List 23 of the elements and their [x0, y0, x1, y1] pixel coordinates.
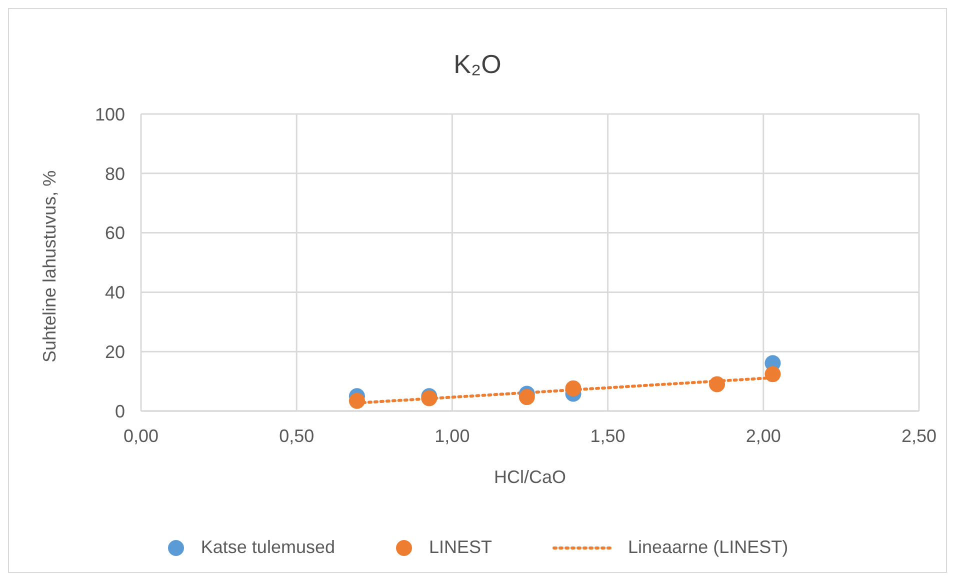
- x-axis-title: HCl/CaO: [494, 467, 566, 487]
- y-axis-title: Suhteline lahustuvus, %: [39, 170, 60, 362]
- x-tick-label: 0,00: [123, 426, 159, 446]
- legend-label: Katse tulemused: [200, 537, 335, 558]
- point: [565, 380, 582, 396]
- x-tick-label: 0,50: [279, 426, 314, 446]
- point: [348, 392, 365, 409]
- y-tick-label: 20: [104, 342, 125, 362]
- x-tick-label: 2,00: [746, 426, 781, 446]
- y-tick-label: 80: [104, 164, 125, 184]
- point: [764, 366, 781, 382]
- chart-title: K₂O: [452, 49, 502, 80]
- x-tick-label: 1,50: [590, 426, 626, 446]
- legend-label: Lineaarne (LINEST): [628, 537, 788, 558]
- y-tick-label: 60: [104, 223, 125, 244]
- point: [709, 376, 726, 392]
- x-tick-label: 1,00: [434, 426, 470, 446]
- point: [518, 389, 535, 406]
- y-tick-label: 0: [114, 401, 125, 422]
- y-tick-label: 100: [94, 104, 125, 124]
- legend-label: LINEST: [428, 537, 492, 558]
- y-tick-label: 40: [104, 282, 125, 303]
- x-tick-label: 2,50: [901, 426, 937, 446]
